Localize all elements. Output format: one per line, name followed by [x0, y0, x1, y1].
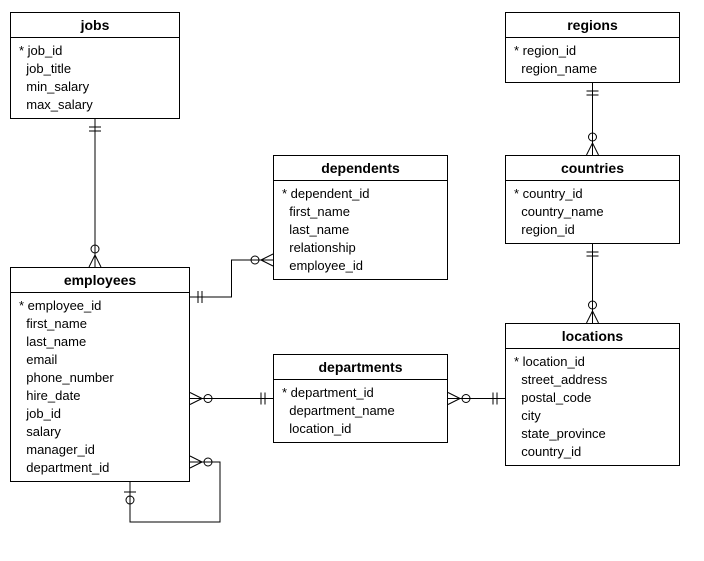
pk-star-icon: *	[514, 43, 523, 58]
pk-star-icon: *	[19, 43, 28, 58]
entity-regions: regions* region_id region_name	[505, 12, 680, 83]
attr-departments-department_name: department_name	[282, 402, 439, 420]
entity-jobs: jobs* job_id job_title min_salary max_sa…	[10, 12, 180, 119]
pk-star-icon: *	[282, 186, 291, 201]
attr-label: employee_id	[289, 258, 363, 273]
attr-jobs-job_title: job_title	[19, 60, 171, 78]
attr-dependents-relationship: relationship	[282, 239, 439, 257]
entity-dependents: dependents* dependent_id first_name last…	[273, 155, 448, 280]
attr-label: country_id	[523, 186, 583, 201]
attr-dependents-last_name: last_name	[282, 221, 439, 239]
attr-label: first_name	[26, 316, 87, 331]
attr-label: region_name	[521, 61, 597, 76]
attr-label: country_id	[521, 444, 581, 459]
attr-locations-city: city	[514, 407, 671, 425]
attr-jobs-job_id: * job_id	[19, 42, 171, 60]
entity-employees: employees* employee_id first_name last_n…	[10, 267, 190, 482]
attr-departments-department_id: * department_id	[282, 384, 439, 402]
attr-employees-department_id: department_id	[19, 459, 181, 477]
attr-label: salary	[26, 424, 61, 439]
attr-locations-street_address: street_address	[514, 371, 671, 389]
attr-locations-country_id: country_id	[514, 443, 671, 461]
attr-locations-postal_code: postal_code	[514, 389, 671, 407]
attr-label: job_id	[28, 43, 63, 58]
entity-header-employees: employees	[11, 268, 189, 293]
attr-countries-region_id: region_id	[514, 221, 671, 239]
entity-countries: countries* country_id country_name regio…	[505, 155, 680, 244]
attr-employees-hire_date: hire_date	[19, 387, 181, 405]
attr-label: last_name	[289, 222, 349, 237]
attr-label: department_name	[289, 403, 395, 418]
attr-label: first_name	[289, 204, 350, 219]
entity-header-countries: countries	[506, 156, 679, 181]
entity-header-locations: locations	[506, 324, 679, 349]
attr-employees-employee_id: * employee_id	[19, 297, 181, 315]
attr-label: department_id	[26, 460, 109, 475]
attr-label: department_id	[291, 385, 374, 400]
attr-label: phone_number	[26, 370, 113, 385]
attr-countries-country_name: country_name	[514, 203, 671, 221]
attr-jobs-max_salary: max_salary	[19, 96, 171, 114]
attr-label: location_id	[289, 421, 351, 436]
attr-label: location_id	[523, 354, 585, 369]
entity-locations: locations* location_id street_address po…	[505, 323, 680, 466]
entity-header-departments: departments	[274, 355, 447, 380]
entity-header-jobs: jobs	[11, 13, 179, 38]
attr-employees-email: email	[19, 351, 181, 369]
attr-label: min_salary	[26, 79, 89, 94]
attr-label: postal_code	[521, 390, 591, 405]
entity-attrs-departments: * department_id department_name location…	[274, 380, 447, 442]
attr-label: street_address	[521, 372, 607, 387]
attr-departments-location_id: location_id	[282, 420, 439, 438]
attr-label: country_name	[521, 204, 603, 219]
attr-label: dependent_id	[291, 186, 370, 201]
attr-countries-country_id: * country_id	[514, 185, 671, 203]
attr-label: manager_id	[26, 442, 95, 457]
entity-attrs-dependents: * dependent_id first_name last_name rela…	[274, 181, 447, 279]
attr-employees-last_name: last_name	[19, 333, 181, 351]
attr-regions-region_id: * region_id	[514, 42, 671, 60]
attr-dependents-employee_id: employee_id	[282, 257, 439, 275]
attr-label: hire_date	[26, 388, 80, 403]
entity-attrs-locations: * location_id street_address postal_code…	[506, 349, 679, 465]
attr-label: job_id	[26, 406, 61, 421]
entity-departments: departments* department_id department_na…	[273, 354, 448, 443]
attr-employees-first_name: first_name	[19, 315, 181, 333]
attr-jobs-min_salary: min_salary	[19, 78, 171, 96]
attr-label: region_id	[523, 43, 577, 58]
pk-star-icon: *	[282, 385, 291, 400]
attr-employees-manager_id: manager_id	[19, 441, 181, 459]
attr-label: state_province	[521, 426, 606, 441]
pk-star-icon: *	[19, 298, 28, 313]
entity-attrs-employees: * employee_id first_name last_name email…	[11, 293, 189, 481]
attr-label: last_name	[26, 334, 86, 349]
entity-attrs-regions: * region_id region_name	[506, 38, 679, 82]
attr-label: relationship	[289, 240, 356, 255]
attr-dependents-first_name: first_name	[282, 203, 439, 221]
entity-attrs-jobs: * job_id job_title min_salary max_salary	[11, 38, 179, 118]
attr-dependents-dependent_id: * dependent_id	[282, 185, 439, 203]
attr-employees-phone_number: phone_number	[19, 369, 181, 387]
attr-regions-region_name: region_name	[514, 60, 671, 78]
attr-employees-job_id: job_id	[19, 405, 181, 423]
attr-label: city	[521, 408, 541, 423]
attr-locations-location_id: * location_id	[514, 353, 671, 371]
er-diagram-canvas: jobs* job_id job_title min_salary max_sa…	[0, 0, 704, 561]
pk-star-icon: *	[514, 354, 523, 369]
attr-employees-salary: salary	[19, 423, 181, 441]
entity-attrs-countries: * country_id country_name region_id	[506, 181, 679, 243]
attr-label: max_salary	[26, 97, 92, 112]
attr-label: email	[26, 352, 57, 367]
pk-star-icon: *	[514, 186, 523, 201]
attr-label: employee_id	[28, 298, 102, 313]
entity-header-dependents: dependents	[274, 156, 447, 181]
attr-label: region_id	[521, 222, 575, 237]
entity-header-regions: regions	[506, 13, 679, 38]
attr-label: job_title	[26, 61, 71, 76]
attr-locations-state_province: state_province	[514, 425, 671, 443]
